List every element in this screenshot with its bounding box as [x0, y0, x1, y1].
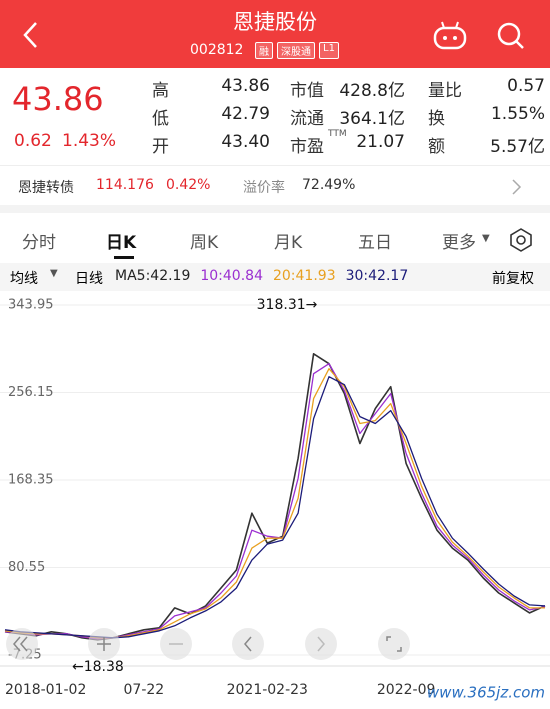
tab[interactable]: 五日	[358, 233, 392, 253]
change: 0.62	[14, 131, 52, 151]
settings[interactable]	[508, 227, 534, 253]
stat-value: 364.1亿	[339, 109, 405, 129]
stock-code: 002812	[190, 42, 244, 58]
stock-name: 恩捷股份	[233, 10, 317, 34]
indicator-bar: 均线 ▼ 日线 MA5:42.19 10:40.84 20:41.93 30:42.1…	[0, 263, 550, 291]
x-tick-label: 2021-02-23	[227, 682, 308, 698]
robot-button[interactable]	[432, 20, 468, 50]
stat-value: 42.79	[221, 104, 270, 124]
legend-item: 20:41.93	[272, 268, 336, 284]
premium-label: 溢价率	[243, 180, 285, 196]
stat-value: 43.40	[221, 132, 270, 152]
ma-line	[4, 376, 546, 639]
tab[interactable]: 周K	[190, 233, 219, 253]
badge: 深股通	[277, 42, 315, 59]
stat-label: 量比	[428, 81, 462, 101]
chart-controls	[6, 628, 410, 660]
stat-value: 0.57	[507, 76, 545, 96]
search-button[interactable]	[495, 20, 527, 52]
bond-change: 0.42%	[166, 177, 211, 193]
stat-value: 21.07	[356, 132, 405, 152]
indicator-type[interactable]: 均线	[10, 271, 38, 287]
change-pct: 1.43%	[62, 131, 117, 151]
ma-line	[4, 368, 545, 639]
adjust[interactable]: 前复权	[492, 271, 534, 287]
dropdown-caret: ▼	[482, 233, 490, 244]
y-tick-label: 80.55	[8, 560, 45, 575]
dropdown-caret: ▼	[50, 268, 58, 279]
price: 43.86	[12, 80, 104, 118]
stat-value: 428.8亿	[339, 81, 405, 101]
legend-item: 10:40.84	[200, 268, 263, 284]
divider	[0, 165, 550, 166]
y-tick-label: 168.35	[8, 473, 54, 488]
tab-underline	[114, 256, 134, 259]
stat-label: 流通	[290, 109, 324, 129]
stat-value: 43.86	[221, 76, 270, 96]
legend-item: 30:42.17	[345, 268, 409, 284]
tab[interactable]: 更多	[442, 233, 476, 253]
bond-price: 114.176	[96, 177, 154, 193]
bond-name: 恩捷转债	[18, 180, 74, 196]
legend: MA5:42.19 10:40.84 20:41.93 30:42.17	[115, 268, 408, 284]
chevron[interactable]	[510, 178, 524, 196]
stat-label: 低	[152, 109, 169, 129]
y-tick-label: 343.95	[8, 298, 54, 313]
ma-line	[4, 363, 546, 640]
stat-label: 换	[428, 109, 445, 129]
badge: 融	[255, 42, 273, 59]
indicator-period: 日线	[75, 271, 103, 287]
x-tick-label: 2022-09	[377, 682, 436, 698]
tab[interactable]: 月K	[274, 233, 303, 253]
separator	[0, 205, 550, 213]
stat-value: 1.55%	[490, 104, 545, 124]
x-tick-label: 2018-01-02	[5, 682, 86, 698]
badges: 融深股通 L1	[255, 42, 339, 59]
stat-label: 开	[152, 137, 169, 157]
stat-label: 额	[428, 137, 445, 157]
stat-label: 高	[152, 81, 169, 101]
premium: 72.49%	[302, 177, 356, 193]
tab[interactable]: 分时	[22, 233, 56, 253]
y-tick-label: 256.15	[8, 385, 54, 400]
tab[interactable]: 日K	[106, 233, 137, 253]
legend-item: MA5:42.19	[115, 268, 191, 284]
annotation: 318.31→	[257, 297, 318, 313]
header: 恩捷股份 002812 融深股通 L1	[0, 0, 550, 68]
x-tick-label: 07-22	[124, 682, 165, 698]
stat-label: 市值	[290, 81, 324, 101]
stat-sup: TTM	[328, 129, 347, 139]
ma-line	[4, 353, 546, 641]
badge: L1	[319, 42, 339, 59]
stat-value: 5.57亿	[490, 137, 545, 157]
watermark: www.365jz.com	[427, 684, 545, 702]
stat-label: 市盈	[290, 137, 324, 157]
annotation: ←18.38	[72, 659, 124, 675]
back-button[interactable]	[20, 20, 40, 50]
